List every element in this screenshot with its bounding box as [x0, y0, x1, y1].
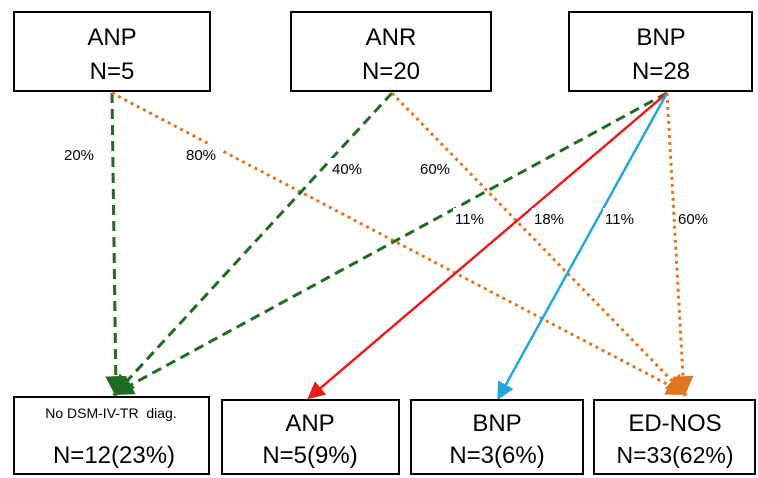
bottom-node-anp: ANP N=5(9%) [221, 399, 400, 475]
edge-anp-to-ednos [111, 91, 688, 395]
bottom-node-no-diag: No DSM-IV-TR diag. N=12(23%) [13, 396, 210, 475]
percent-anp-nodiag: 20% [64, 147, 94, 164]
bottom-node-bnp-count: N=3(6%) [449, 442, 544, 469]
edge-anp-to-nodiag [105, 92, 127, 398]
bottom-node-no-diag-label: No DSM-IV-TR diag. [45, 405, 176, 421]
top-node-anp-count: N=5 [90, 58, 135, 85]
bottom-node-bnp: BNP N=3(6%) [410, 399, 584, 475]
top-node-anp: ANP N=5 [13, 11, 211, 92]
bottom-node-anp-label: ANP [285, 410, 334, 437]
bottom-node-bnp-label: BNP [472, 410, 521, 437]
edge-bnp-to-nodiag [112, 91, 668, 396]
percent-bnp-bnp: 11% [605, 211, 634, 228]
percent-bnp-nodiag: 11% [455, 211, 484, 228]
percent-anr-nodiag: 40% [332, 161, 362, 178]
top-node-anr: ANR N=20 [290, 11, 492, 92]
top-node-bnp-label: BNP [636, 24, 685, 51]
top-node-anr-label: ANR [366, 24, 417, 51]
percent-bnp-ednos: 60% [678, 211, 708, 228]
top-node-anr-count: N=20 [362, 58, 420, 85]
edges [105, 91, 694, 401]
edge-bnp-to-ednos [665, 92, 694, 398]
top-node-anp-label: ANP [87, 24, 136, 51]
edge-anr-to-nodiag [113, 91, 394, 397]
bottom-node-ednos: ED-NOS N=33(62%) [593, 399, 756, 475]
edge-bnp-to-anp [307, 92, 668, 400]
percent-anp-ednos: 80% [186, 147, 216, 164]
percent-labels: 20% 80% 40% 60% 11% 18% 11% 60% [60, 144, 714, 228]
bottom-node-ednos-count: N=33(62%) [617, 442, 734, 468]
top-node-bnp-count: N=28 [632, 58, 690, 85]
bottom-node-anp-count: N=5(9%) [262, 442, 357, 469]
bottom-node-no-diag-count: N=12(23%) [53, 442, 175, 469]
edge-bnp-to-bnp [497, 92, 669, 401]
edge-anr-to-ednos [390, 91, 687, 397]
bottom-node-ednos-label: ED-NOS [628, 410, 721, 437]
percent-bnp-anp: 18% [534, 211, 564, 228]
percent-anr-ednos: 60% [420, 161, 450, 178]
top-node-bnp: BNP N=28 [568, 11, 753, 92]
